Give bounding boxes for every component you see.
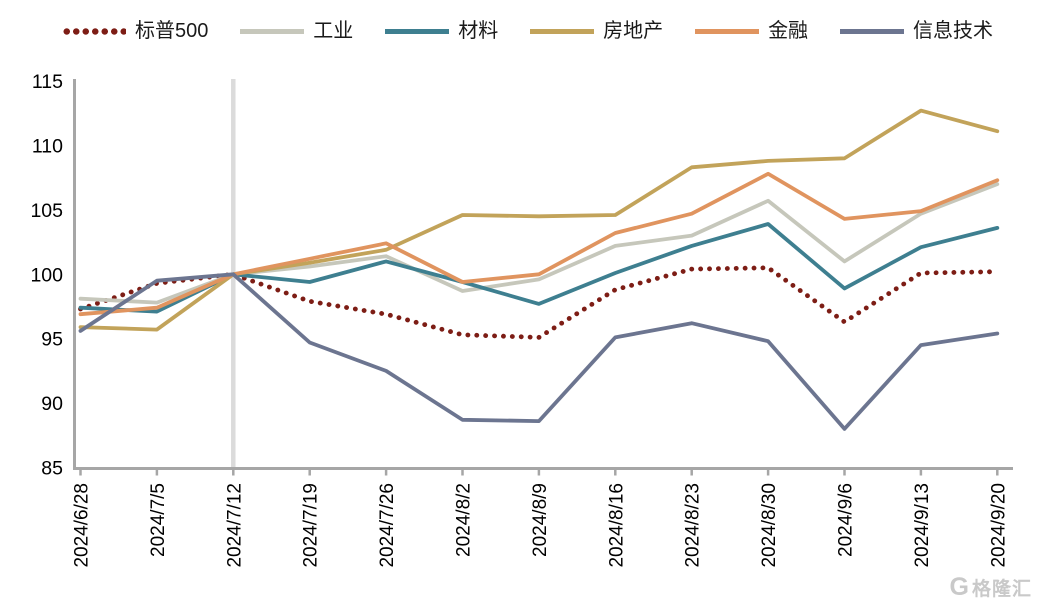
x-axis-label: 2024/8/23	[683, 483, 704, 568]
legend-label-sp500: 标普500	[135, 20, 209, 42]
y-axis-label: 95	[41, 329, 63, 351]
legend-label-materials: 材料	[458, 20, 499, 42]
legend-item-real-estate: 房地产	[530, 21, 663, 41]
legend-item-industrials: 工业	[240, 21, 353, 41]
x-axis-label: 2024/6/28	[72, 483, 93, 568]
watermark-text: 格隆汇	[971, 579, 1032, 600]
x-axis-label: 2024/9/13	[912, 483, 933, 568]
y-axis-label: 85	[41, 458, 63, 480]
legend-swatch-materials	[385, 28, 450, 34]
y-axis-label: 100	[30, 264, 63, 286]
x-axis-label: 2024/8/16	[606, 483, 627, 568]
series-line-info-tech	[78, 272, 1000, 431]
x-axis-label: 2024/7/19	[301, 483, 322, 568]
legend-item-info-tech: 信息技术	[839, 20, 993, 42]
legend-swatch-sp500	[62, 27, 126, 35]
legend-swatch-info-tech	[839, 28, 904, 34]
y-axis-label: 90	[41, 393, 63, 415]
legend-label-info-tech: 信息技术	[912, 20, 993, 42]
series-line-financials	[78, 171, 1000, 317]
x-axis-label: 2024/8/9	[530, 483, 551, 557]
legend-item-materials: 材料	[385, 21, 498, 41]
series-line-materials	[78, 222, 1000, 314]
legend-swatch-industrials	[240, 28, 305, 34]
legend-item-sp500: 标普500	[62, 21, 208, 41]
legend-label-real-estate: 房地产	[603, 20, 664, 42]
legend-item-financials: 金融	[695, 21, 808, 41]
x-axis-label: 2024/8/2	[454, 483, 475, 557]
x-axis-label: 2024/7/26	[377, 483, 398, 568]
x-axis-label: 2024/8/30	[759, 483, 780, 568]
x-axis-label: 2024/7/12	[224, 483, 245, 568]
gelonghui-watermark: G 格隆汇	[950, 574, 1032, 601]
x-axis-label: 2024/7/5	[148, 483, 169, 557]
legend-swatch-real-estate	[530, 28, 595, 34]
series-line-real-estate	[78, 108, 1000, 332]
y-axis-label: 105	[30, 200, 63, 222]
legend-swatch-financials	[695, 28, 760, 34]
gelonghui-logo-icon: G	[949, 573, 969, 601]
y-axis-label: 115	[32, 71, 63, 93]
y-axis-label: 110	[32, 135, 63, 157]
x-axis-label: 2024/9/20	[988, 483, 1009, 568]
chart-legend: 标普500 工业 材料 房地产 金融 信息技术	[62, 16, 993, 46]
series-line-sp500	[78, 265, 1000, 340]
legend-label-financials: 金融	[768, 20, 809, 42]
axis-lines	[73, 79, 1013, 470]
x-axis-label: 2024/9/6	[836, 483, 857, 557]
legend-label-industrials: 工业	[313, 20, 354, 42]
